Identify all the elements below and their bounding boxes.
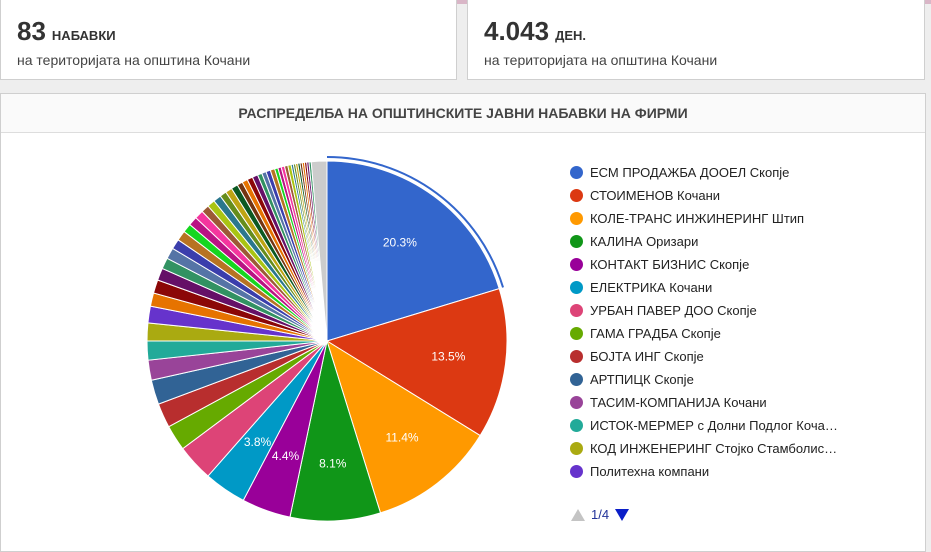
legend-dot-icon xyxy=(570,304,583,317)
legend-item-9[interactable]: БОЈТА ИНГ Скопје xyxy=(570,345,838,368)
legend-dot-icon xyxy=(570,465,583,478)
procurements-amount-card: 4.043 ДЕН. на територијата на општина Коч… xyxy=(467,0,925,80)
legend-item-8[interactable]: ГАМА ГРАДБА Скопје xyxy=(570,322,838,345)
legend-item-10[interactable]: АРТПИЦК Скопје xyxy=(570,368,838,391)
procurements-count-subtitle: на територијата на општина Кочани xyxy=(17,52,251,68)
legend-label: ЕСМ ПРОДАЖБА ДООЕЛ Скопје xyxy=(590,165,790,180)
legend-label: ГАМА ГРАДБА Скопје xyxy=(590,326,721,341)
legend-item-4[interactable]: КАЛИНА Оризари xyxy=(570,230,838,253)
legend-label: КОЛЕ-ТРАНС ИНЖИНЕРИНГ Штип xyxy=(590,211,805,226)
procurements-count-unit: НАБАВКИ xyxy=(51,28,116,43)
legend-dot-icon xyxy=(570,235,583,248)
legend-label: Политехна компани xyxy=(590,464,710,479)
legend-label: КОД ИНЖЕНЕРИНГ Стојко Стамболис… xyxy=(590,441,838,456)
legend-pager: 1/4 xyxy=(571,507,630,522)
legend-dot-icon xyxy=(570,396,583,409)
legend-item-5[interactable]: КОНТАКТ БИЗНИС Скопје xyxy=(570,253,838,276)
chart-header: РАСПРЕДЕЛБА НА ОПШТИНСКИТЕ ЈАВНИ НАБАВКИ… xyxy=(1,94,925,133)
legend-dot-icon xyxy=(570,373,583,386)
chart-title: РАСПРЕДЕЛБА НА ОПШТИНСКИТЕ ЈАВНИ НАБАВКИ… xyxy=(238,105,688,121)
legend-item-2[interactable]: СТОИМЕНОВ Кочани xyxy=(570,184,838,207)
legend-dot-icon xyxy=(570,281,583,294)
legend-page-indicator: 1/4 xyxy=(591,507,610,522)
legend-label: ЕЛЕКТРИКА Кочани xyxy=(590,280,713,295)
legend-label: КАЛИНА Оризари xyxy=(590,234,699,249)
slice-label-4: 8.1% xyxy=(319,456,347,470)
legend-label: ТАСИМ-КОМПАНИЈА Кочани xyxy=(590,395,767,410)
pie-slice-1[interactable] xyxy=(326,160,500,342)
legend-dot-icon xyxy=(570,166,583,179)
legend-prev-arrow-icon[interactable] xyxy=(571,508,585,521)
pie-slice-2[interactable] xyxy=(325,287,508,437)
chart-legend: ЕСМ ПРОДАЖБА ДООЕЛ Скопје СТОИМЕНОВ Кочан… xyxy=(570,161,838,483)
legend-item-7[interactable]: УРБАН ПАВЕР ДОО Скопје xyxy=(570,299,838,322)
procurements-amount-value: 4.043 ДЕН. xyxy=(484,16,587,46)
legend-item-1[interactable]: ЕСМ ПРОДАЖБА ДООЕЛ Скопје xyxy=(570,161,838,184)
selected-slice-ring xyxy=(326,156,504,288)
legend-label: УРБАН ПАВЕР ДОО Скопје xyxy=(590,303,757,318)
legend-label: БОЈТА ИНГ Скопје xyxy=(590,349,704,364)
legend-item-12[interactable]: ИСТОК-МЕРМЕР с Долни Подлог Коча… xyxy=(570,414,838,437)
legend-item-14[interactable]: Политехна компани xyxy=(570,460,838,483)
slice-label-5: 4.4% xyxy=(272,449,300,463)
legend-dot-icon xyxy=(570,189,583,202)
legend-dot-icon xyxy=(570,327,583,340)
legend-item-13[interactable]: КОД ИНЖЕНЕРИНГ Стојко Стамболис… xyxy=(570,437,838,460)
procurements-count-card: 83 НАБАВКИ на територијата на општина Коч… xyxy=(0,0,457,80)
procurements-amount-subtitle: на територијата на општина Кочани xyxy=(484,52,718,68)
legend-item-11[interactable]: ТАСИМ-КОМПАНИЈА Кочани xyxy=(570,391,838,414)
slice-label-2: 13.5% xyxy=(431,350,465,364)
legend-dot-icon xyxy=(570,258,583,271)
legend-label: ИСТОК-МЕРМЕР с Долни Подлог Коча… xyxy=(590,418,838,433)
pie-slice-3[interactable] xyxy=(326,339,481,514)
legend-dot-icon xyxy=(570,212,583,225)
top-accent-bar xyxy=(0,0,931,4)
legend-next-arrow-icon[interactable] xyxy=(615,508,630,521)
legend-dot-icon xyxy=(570,419,583,432)
slice-label-6: 3.8% xyxy=(244,435,272,449)
slice-label-3: 11.4% xyxy=(385,431,418,445)
legend-label: КОНТАКТ БИЗНИС Скопје xyxy=(590,257,750,272)
slice-label-1: 20.3% xyxy=(383,236,417,250)
legend-label: СТОИМЕНОВ Кочани xyxy=(590,188,721,203)
procurements-amount-unit: ДЕН. xyxy=(555,28,587,43)
legend-item-6[interactable]: ЕЛЕКТРИКА Кочани xyxy=(570,276,838,299)
pie-slice-remainder[interactable] xyxy=(310,160,328,342)
pie-slice-4[interactable] xyxy=(289,339,382,522)
legend-dot-icon xyxy=(570,350,583,363)
legend-label: АРТПИЦК Скопје xyxy=(590,372,694,387)
procurements-count-value: 83 НАБАВКИ xyxy=(17,16,116,46)
legend-item-3[interactable]: КОЛЕ-ТРАНС ИНЖИНЕРИНГ Штип xyxy=(570,207,838,230)
legend-dot-icon xyxy=(570,442,583,455)
